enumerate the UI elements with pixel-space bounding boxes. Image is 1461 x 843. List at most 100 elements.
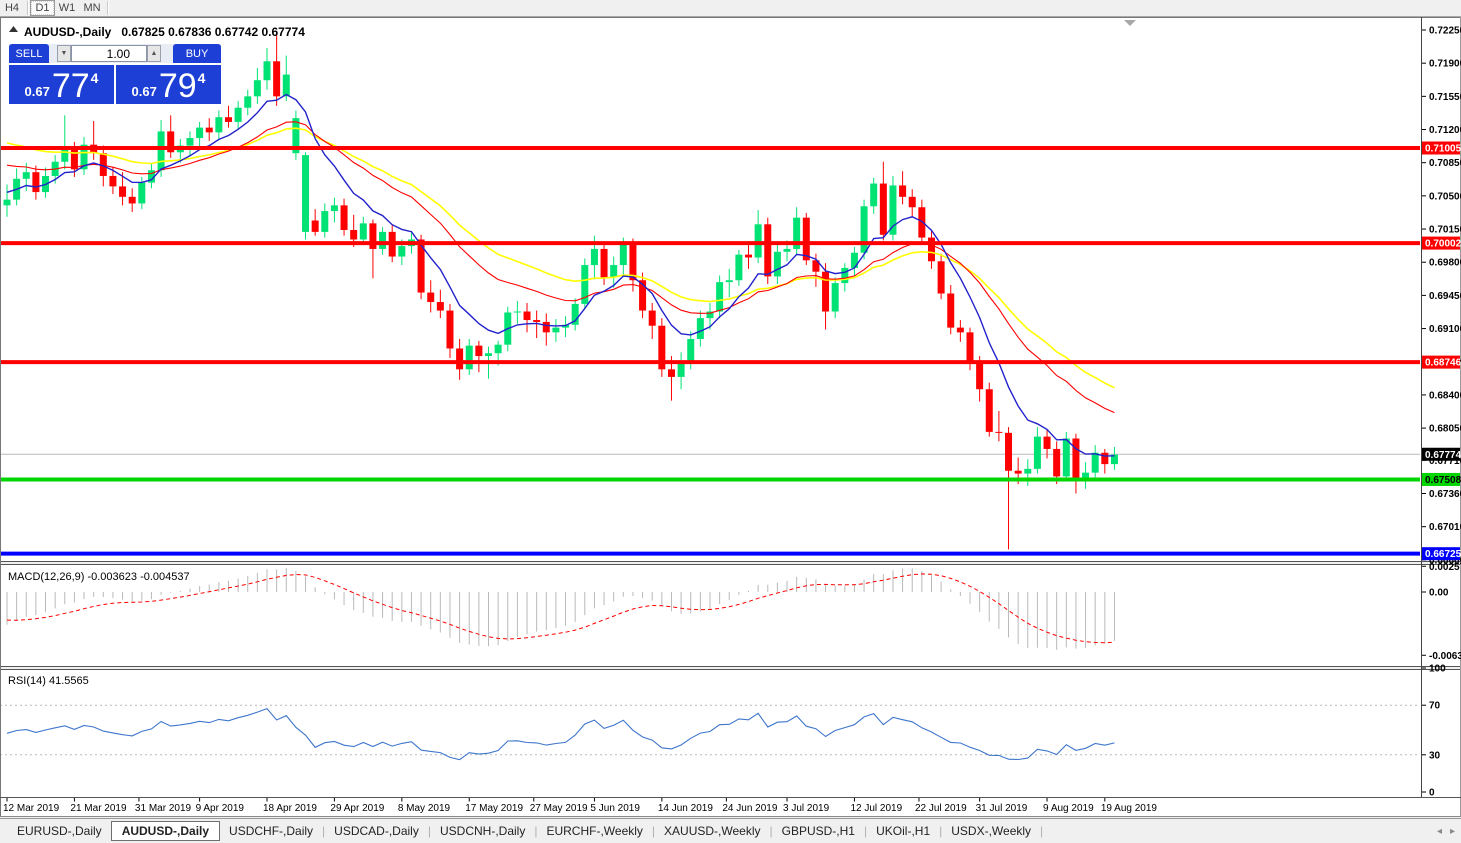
date-label: 9 Apr 2019	[196, 803, 245, 814]
rsi-axis-label: 100	[1429, 664, 1446, 675]
ohlc-values: 0.67825 0.67836 0.67742 0.67774	[121, 25, 305, 39]
sell-price-prefix: 0.67	[24, 84, 50, 99]
date-label: 24 Jun 2019	[722, 803, 777, 814]
date-label: 31 Jul 2019	[976, 803, 1028, 814]
tab-xauusd-weekly[interactable]: XAUUSD-,Weekly	[664, 824, 761, 838]
volume-decrease-button[interactable]: ▼	[57, 45, 71, 62]
tab-audusd-daily[interactable]: AUDUSD-,Daily	[110, 821, 221, 841]
volume-increase-button[interactable]: ▲	[147, 45, 161, 62]
chevron-down-icon: ▼	[60, 50, 68, 57]
date-label: 14 Jun 2019	[658, 803, 713, 814]
svg-text:0.66725: 0.66725	[1425, 549, 1461, 560]
tab-scroll-left-button[interactable]: ◂	[1436, 825, 1442, 837]
macd-label: MACD(12,26,9) -0.003623 -0.004537	[8, 571, 190, 583]
chevron-up-icon: ▲	[150, 50, 158, 57]
tab-usdcnh-daily[interactable]: USDCNH-,Daily	[439, 824, 526, 838]
svg-text:0.71005: 0.71005	[1425, 144, 1461, 155]
price-level-badge: 0.66725	[1422, 547, 1461, 561]
rsi-label: RSI(14) 41.5565	[8, 675, 89, 687]
sell-price-box[interactable]: 0.67 77 4	[9, 65, 114, 104]
timeframe-button-h4[interactable]: H4	[4, 2, 20, 14]
date-label: 9 Aug 2019	[1043, 803, 1094, 814]
timeframe-button-d1[interactable]: D1	[30, 0, 55, 16]
tab-gbpusd-h1[interactable]: GBPUSD-,H1	[781, 824, 855, 838]
timeframe-toolbar: H4 D1 W1 MN	[0, 0, 1461, 17]
date-label: 27 May 2019	[530, 803, 588, 814]
date-label: 29 Apr 2019	[330, 803, 384, 814]
tab-eurusd-daily[interactable]: EURUSD-,Daily	[17, 824, 102, 838]
date-label: 22 Jul 2019	[915, 803, 967, 814]
symbol-name: AUDUSD-,Daily	[24, 25, 112, 39]
macd-axis-label: 0.002574	[1429, 562, 1461, 573]
tab-usdchf-daily[interactable]: USDCHF-,Daily	[229, 824, 314, 838]
macd-signal-line	[6, 573, 1115, 644]
collapse-triangle-icon[interactable]	[9, 26, 18, 32]
macd-axis-label: -0.006326	[1429, 651, 1461, 662]
rsi-axis-label: 30	[1429, 750, 1441, 761]
timeframe-button-w1[interactable]: W1	[58, 2, 76, 14]
date-label: 3 Jul 2019	[783, 803, 830, 814]
tab-separator: |	[939, 824, 943, 838]
price-level-badge: 0.71005	[1422, 141, 1461, 155]
macd-panel[interactable]	[6, 567, 1115, 650]
price-panel[interactable]	[0, 30, 1420, 556]
rsi-axis-label: 70	[1429, 701, 1441, 712]
svg-text:0.70002: 0.70002	[1425, 239, 1461, 250]
scroll-shift-marker-icon[interactable]	[1124, 20, 1136, 26]
svg-text:0.67774: 0.67774	[1425, 450, 1461, 461]
one-click-trading-panel: SELL ▼ ▲ BUY 0.67 77 4 0.67 79 4	[9, 44, 221, 104]
svg-text:0.68746: 0.68746	[1425, 358, 1461, 369]
current-price-badge: 0.67774	[1422, 447, 1461, 461]
tab-separator: |	[1040, 824, 1044, 838]
sell-button[interactable]: SELL	[9, 44, 49, 63]
buy-price-box[interactable]: 0.67 79 4	[116, 65, 221, 104]
date-label: 17 May 2019	[465, 803, 523, 814]
buy-price-pip: 4	[197, 70, 206, 86]
buy-price-big: 79	[158, 67, 197, 105]
moving-average-8	[6, 93, 1115, 457]
rsi-panel[interactable]	[0, 704, 1420, 761]
svg-text:0.67508: 0.67508	[1425, 475, 1461, 486]
tab-separator: |	[863, 824, 868, 838]
tab-ukoil-h1[interactable]: UKOil-,H1	[876, 824, 931, 838]
date-label: 5 Jun 2019	[590, 803, 640, 814]
macd-axis-label: 0.00	[1429, 588, 1449, 599]
chart-title-row: AUDUSD-,Daily 0.67825 0.67836 0.67742 0.6…	[9, 25, 305, 39]
symbol-tab-bar: EURUSD-,Daily AUDUSD-,Daily USDCHF-,Daily |…	[0, 818, 1461, 843]
date-label: 12 Jul 2019	[850, 803, 902, 814]
tab-usdcad-daily[interactable]: USDCAD-,Daily	[334, 824, 419, 838]
tab-separator: |	[769, 824, 773, 838]
date-label: 8 May 2019	[398, 803, 451, 814]
price-level-badge: 0.70002	[1422, 236, 1461, 250]
tab-scroll-right-button[interactable]: ▸	[1449, 825, 1455, 837]
date-label: 18 Apr 2019	[263, 803, 317, 814]
buy-button[interactable]: BUY	[173, 44, 221, 63]
timeframe-button-mn[interactable]: MN	[83, 2, 101, 14]
date-label: 19 Aug 2019	[1101, 803, 1158, 814]
tab-separator: |	[322, 824, 326, 838]
volume-input[interactable]	[71, 45, 147, 62]
toolbar-separator	[27, 1, 28, 15]
tab-eurchf-weekly[interactable]: EURCHF-,Weekly	[546, 824, 643, 838]
moving-average-30	[6, 127, 1115, 389]
date-label: 21 Mar 2019	[70, 803, 127, 814]
tab-usdx-weekly[interactable]: USDX-,Weekly	[951, 824, 1032, 838]
price-level-badge: 0.68746	[1422, 355, 1461, 369]
rsi-axis-label: 0	[1429, 788, 1435, 799]
